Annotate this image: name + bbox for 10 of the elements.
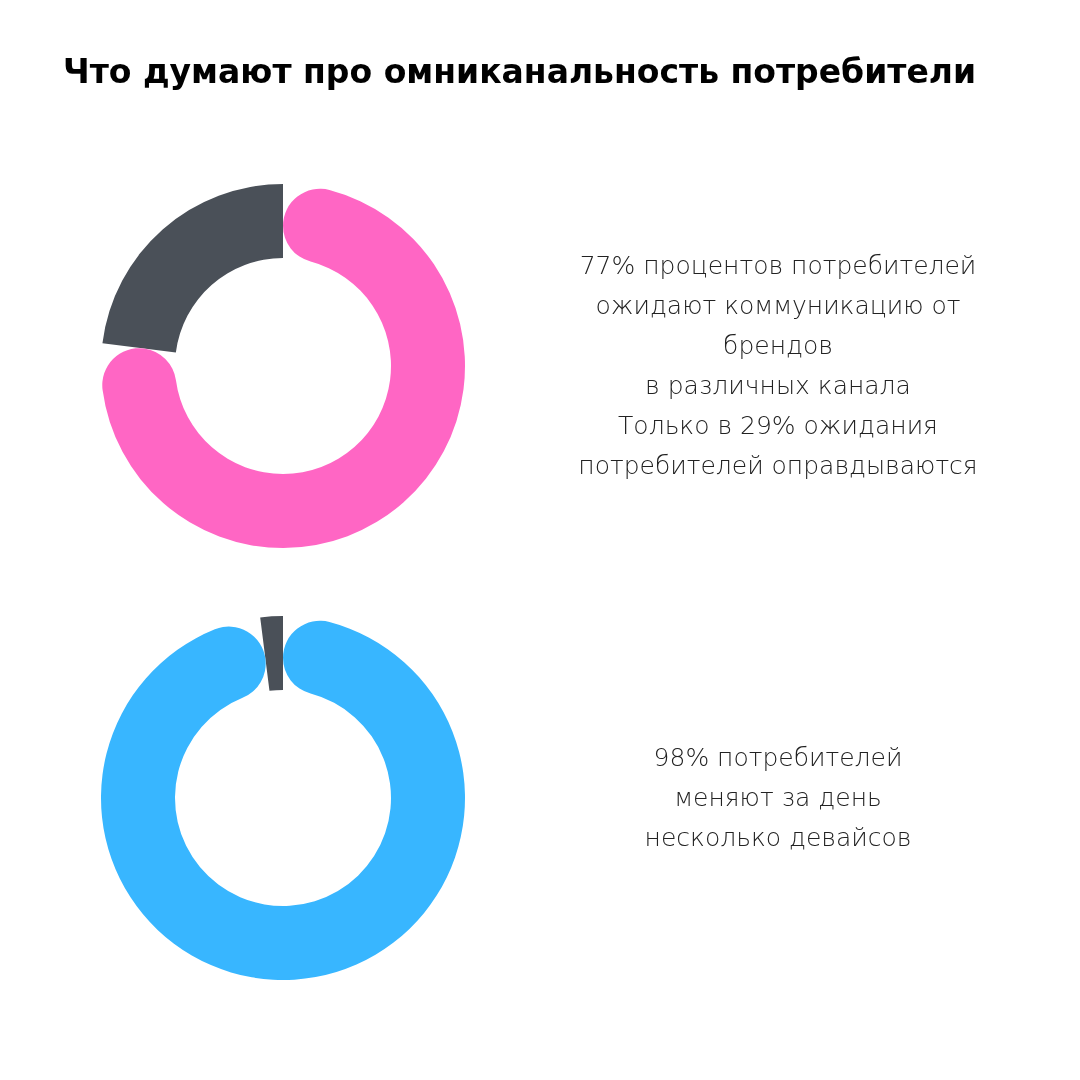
text: Только в 29% ожидания xyxy=(618,411,938,440)
text: 77% процентов потребителей xyxy=(579,251,977,280)
text: в различных канала xyxy=(645,371,911,400)
text: 98% потребителей xyxy=(653,743,903,772)
text: потребителей оправдываются xyxy=(578,451,978,480)
text: меняют за день xyxy=(674,783,882,812)
text: брендов xyxy=(723,331,833,360)
text: ожидают коммуникацию от xyxy=(595,291,961,320)
chart-title: Что думают про омниканальность потребители xyxy=(63,52,977,91)
text: несколько девайсов xyxy=(644,823,912,852)
